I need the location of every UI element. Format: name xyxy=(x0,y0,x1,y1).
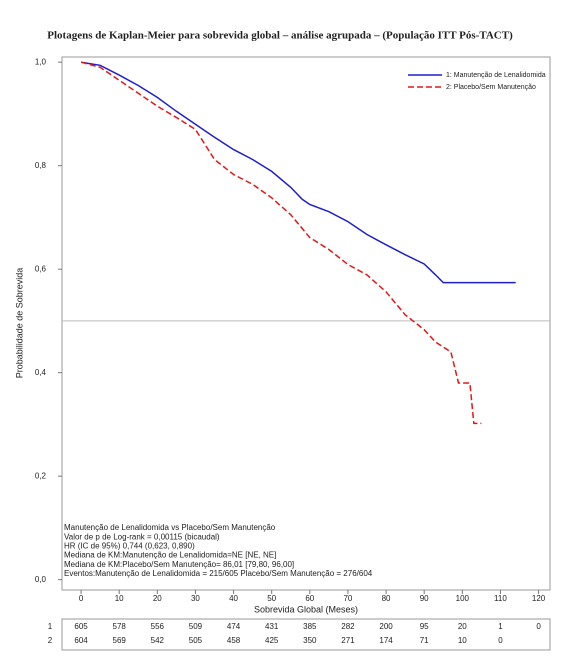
risk-table-frame xyxy=(61,618,551,651)
risk-count: 282 xyxy=(341,622,355,631)
risk-count: 458 xyxy=(227,636,241,645)
x-tick-label: 80 xyxy=(382,594,391,603)
x-tick-label: 50 xyxy=(267,594,276,603)
x-tick-label: 30 xyxy=(191,594,200,603)
risk-count: 542 xyxy=(151,636,165,645)
survival-curve xyxy=(80,61,516,284)
annotation: Mediana de KM:Placebo/Sem Manutenção= 86… xyxy=(64,560,294,569)
annotation: HR (IC de 95%) 0,744 (0,623, 0,890) xyxy=(64,542,195,551)
risk-count: 509 xyxy=(189,622,203,631)
risk-count: 200 xyxy=(379,622,393,631)
risk-count: 174 xyxy=(379,636,393,645)
x-axis-label: Sobrevida Global (Meses) xyxy=(254,604,358,614)
x-tick-label: 20 xyxy=(153,594,162,603)
risk-count: 0 xyxy=(536,622,541,631)
annotation: Eventos:Manutenção de Lenalidomida = 215… xyxy=(64,569,373,578)
x-tick-label: 70 xyxy=(343,594,352,603)
risk-count: 350 xyxy=(303,636,317,645)
x-tick-label: 60 xyxy=(305,594,314,603)
x-tick-label: 110 xyxy=(494,594,507,603)
risk-count: 505 xyxy=(189,636,203,645)
y-tick-label: 0,8 xyxy=(35,161,47,170)
plot-frame xyxy=(61,56,551,591)
risk-count: 425 xyxy=(265,636,279,645)
annotation: Valor de p de Log-rank = 0,00115 (bicaud… xyxy=(64,532,220,541)
risk-count: 1 xyxy=(498,622,503,631)
risk-row-label: 1 xyxy=(48,622,53,631)
legend-label: 2: Placebo/Sem Manutenção xyxy=(446,84,536,91)
annotation: Manutenção de Lenalidomida vs Placebo/Se… xyxy=(64,523,276,532)
risk-count: 71 xyxy=(420,636,429,645)
y-tick-label: 0,2 xyxy=(35,471,47,480)
legend-label: 1: Manutenção de Lenalidomida xyxy=(446,72,546,79)
risk-count: 0 xyxy=(498,636,503,645)
risk-count: 10 xyxy=(458,636,467,645)
risk-count: 95 xyxy=(420,622,429,631)
y-tick-label: 0,4 xyxy=(35,368,47,377)
risk-count: 474 xyxy=(227,622,241,631)
y-tick-label: 0,0 xyxy=(35,575,47,584)
risk-count: 605 xyxy=(74,622,88,631)
y-tick-label: 1,0 xyxy=(35,57,47,66)
survival-curve xyxy=(80,61,482,425)
risk-count: 578 xyxy=(113,622,127,631)
y-axis-label: Probabilidade de Sobrevida xyxy=(14,268,24,379)
annotation: Mediana de KM:Manutenção de Lenalidomida… xyxy=(64,551,276,560)
risk-count: 604 xyxy=(74,636,88,645)
risk-count: 569 xyxy=(113,636,127,645)
x-tick-label: 0 xyxy=(79,594,84,603)
x-tick-label: 10 xyxy=(115,594,124,603)
x-tick-label: 90 xyxy=(420,594,429,603)
risk-count: 385 xyxy=(303,622,317,631)
risk-count: 20 xyxy=(458,622,467,631)
risk-count: 431 xyxy=(265,622,279,631)
y-tick-label: 0,6 xyxy=(35,264,47,273)
risk-row-label: 2 xyxy=(48,636,53,645)
x-tick-label: 40 xyxy=(229,594,238,603)
x-tick-label: 100 xyxy=(456,594,470,603)
chart-title: Plotagens de Kaplan-Meier para sobrevida… xyxy=(47,30,513,42)
risk-count: 556 xyxy=(151,622,165,631)
x-tick-label: 120 xyxy=(532,594,546,603)
risk-count: 271 xyxy=(341,636,355,645)
